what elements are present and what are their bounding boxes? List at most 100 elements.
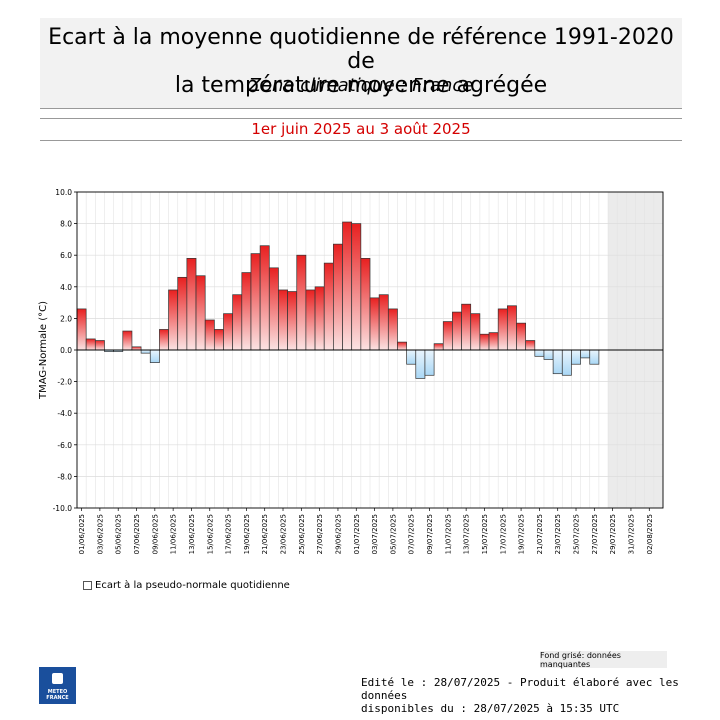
data-bar [452,311,462,351]
x-tick-label: 17/06/2025 [225,514,233,554]
x-tick-label: 27/06/2025 [316,514,324,554]
missing-data-note: Fond grisé: données manquantes [540,651,667,669]
data-bar [369,297,380,351]
y-tick-label: 6.0 [60,251,72,260]
data-bar [305,289,316,351]
data-bar [314,286,325,351]
x-tick-label: 23/06/2025 [280,514,288,554]
x-tick-label: 03/07/2025 [371,514,379,554]
x-tick-label: 23/07/2025 [554,514,562,554]
data-bar [479,333,490,351]
x-tick-label: 15/06/2025 [206,514,214,554]
x-tick-label: 19/06/2025 [243,514,251,554]
y-tick-label: -4.0 [57,409,72,418]
data-bar [131,346,142,351]
data-bar [351,223,362,351]
data-bar [378,294,389,351]
plot-frame [76,191,664,509]
chart-title-line1: Ecart à la moyenne quotidienne de référe… [48,25,674,74]
data-bar [204,319,215,351]
data-bar [571,349,581,365]
data-bar [342,221,353,351]
data-bar [488,332,499,351]
data-bar [140,349,151,354]
data-bar [177,276,188,351]
x-tick-label: 11/07/2025 [444,514,452,554]
data-bar [561,349,572,376]
x-tick-label: 27/07/2025 [591,514,599,554]
data-bar [360,258,371,351]
data-bar [296,254,307,351]
x-tick-label: 21/07/2025 [536,514,544,554]
period-label: 1er juin 2025 au 3 août 2025 [251,120,471,138]
legend-label: Ecart à la pseudo-normale quotidienne [95,580,290,591]
data-bar [406,349,417,365]
data-bar [76,308,87,351]
data-bar [433,343,444,351]
x-tick-label: 07/07/2025 [408,514,416,554]
chart-subtitle: Zone climatique : France [248,75,474,96]
x-tick-label: 25/07/2025 [573,514,581,554]
data-bar [94,340,105,351]
data-bar [232,294,243,351]
data-bar [241,272,252,351]
data-bar [525,340,536,351]
data-bar [85,338,96,351]
data-bar [223,313,234,351]
y-tick-label: -8.0 [57,472,72,481]
footer-info: Edité le : 28/07/2025 - Produit élaboré … [361,676,691,715]
data-bar [250,253,261,351]
x-tick-label: 29/07/2025 [609,514,617,554]
data-bar [268,267,279,351]
data-bar [259,245,270,351]
data-bar [213,329,224,351]
data-bar [415,349,426,379]
data-bar [580,349,591,359]
logo-text-line2: FRANCE [46,695,69,701]
x-tick-label: 17/07/2025 [499,514,507,554]
x-tick-label: 21/06/2025 [261,514,269,554]
x-tick-label: 25/06/2025 [298,514,306,554]
chart-title-line2: la température moyenne agrégée [174,73,548,98]
data-bar [543,349,554,360]
x-tick-label: 31/07/2025 [627,514,635,554]
x-tick-label: 03/06/2025 [96,514,104,554]
y-tick-label: -10.0 [53,504,73,513]
data-bar [333,243,343,351]
x-tick-label: 01/06/2025 [78,514,86,554]
x-tick-label: 07/06/2025 [133,514,141,554]
data-bar [323,262,334,351]
x-tick-label: 05/06/2025 [115,514,123,554]
data-bar [122,330,133,351]
y-tick-label: 4.0 [60,283,72,292]
data-bar [424,349,435,376]
data-bar [470,313,481,351]
data-bar [461,303,472,351]
data-bar [516,322,527,351]
x-tick-label: 09/07/2025 [426,514,434,554]
y-axis-label: TMAG-Normale (°C) [38,301,49,400]
data-bar [168,289,179,351]
x-tick-label: 13/06/2025 [188,514,196,554]
y-tick-label: -2.0 [57,378,72,387]
y-tick-label: -6.0 [57,441,72,450]
data-bar [442,321,453,351]
logo-text: METEO FRANCE [39,689,76,701]
x-tick-label: 09/06/2025 [151,514,159,554]
data-bar [397,341,407,351]
data-bar [534,349,545,357]
x-tick-label: 15/07/2025 [481,514,489,554]
x-tick-label: 02/08/2025 [646,514,654,554]
footer-line2: disponibles du : 28/07/2025 à 15:35 UTC [361,702,620,715]
x-tick-label: 01/07/2025 [353,514,361,554]
data-bar [149,349,160,363]
legend-swatch [83,581,92,590]
header-panel: Ecart à la moyenne quotidienne de référe… [40,18,682,109]
data-bar [552,349,563,375]
y-tick-label: 2.0 [60,314,72,323]
y-tick-label: 10.0 [55,188,72,197]
y-tick-label: 8.0 [60,220,72,229]
data-bar [506,305,517,351]
data-bar [195,275,206,351]
